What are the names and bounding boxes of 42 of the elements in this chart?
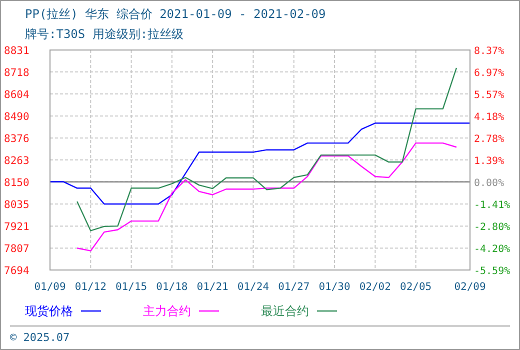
y2-tick-label: -5.59% — [474, 266, 510, 277]
y-tick-label: 8150 — [4, 176, 30, 189]
y2-tick-label: -4.20% — [474, 244, 510, 256]
y2-tick-label: 4.18% — [474, 112, 504, 124]
text: © 2025.07 — [10, 331, 70, 344]
y2-tick-label: 5.57% — [474, 90, 504, 102]
line-series — [49, 122, 471, 205]
y2-tick-label: 6.97% — [474, 68, 504, 80]
x-tick-label: 01/18 — [156, 281, 188, 293]
y-tick-label: 7694 — [4, 265, 30, 277]
line-series — [76, 142, 458, 252]
y2-tick-label: -2.80% — [474, 222, 510, 234]
legend-label: 主力合约 — [143, 304, 191, 318]
y2-tick-label: 2.78% — [474, 134, 504, 146]
legend-label: 现货价格 — [25, 304, 73, 318]
line-series — [76, 67, 458, 232]
chart-subtitle: 牌号:T30S 用途级别:拉丝级 — [25, 27, 184, 41]
chart-title: PP(拉丝) 华东 综合价 2021-01-09 - 2021-02-09 — [25, 7, 326, 21]
x-tick-label: 01/15 — [115, 281, 148, 293]
x-tick-label: 01/30 — [318, 281, 350, 293]
y2-tick-label: 8.37% — [474, 46, 504, 57]
legend-label: 最近合约 — [261, 304, 309, 318]
y2-tick-label: -1.41% — [474, 200, 510, 212]
x-tick-label: 02/09 — [454, 281, 486, 293]
x-tick-label: 01/09 — [34, 281, 66, 293]
y-tick-label: 8831 — [4, 45, 30, 57]
y-tick-label: 8263 — [4, 154, 30, 167]
y2-tick-label: 1.39% — [474, 156, 504, 167]
y-tick-label: 8376 — [4, 133, 30, 146]
y-tick-label: 7921 — [4, 221, 30, 234]
y-tick-label: 8604 — [4, 88, 30, 101]
x-tick-label: 01/27 — [278, 281, 310, 293]
x-tick-label: 02/02 — [359, 281, 391, 293]
x-tick-label: 01/24 — [237, 281, 270, 293]
x-tick-label: 01/21 — [196, 281, 228, 293]
y-tick-label: 8718 — [4, 66, 30, 79]
y-tick-label: 7807 — [4, 243, 30, 256]
y2-tick-label: 0.00% — [474, 178, 504, 189]
y-tick-label: 8035 — [4, 199, 30, 212]
x-tick-label: 01/12 — [74, 281, 106, 293]
x-tick-label: 02/05 — [400, 281, 432, 293]
y-tick-label: 8490 — [4, 110, 30, 123]
